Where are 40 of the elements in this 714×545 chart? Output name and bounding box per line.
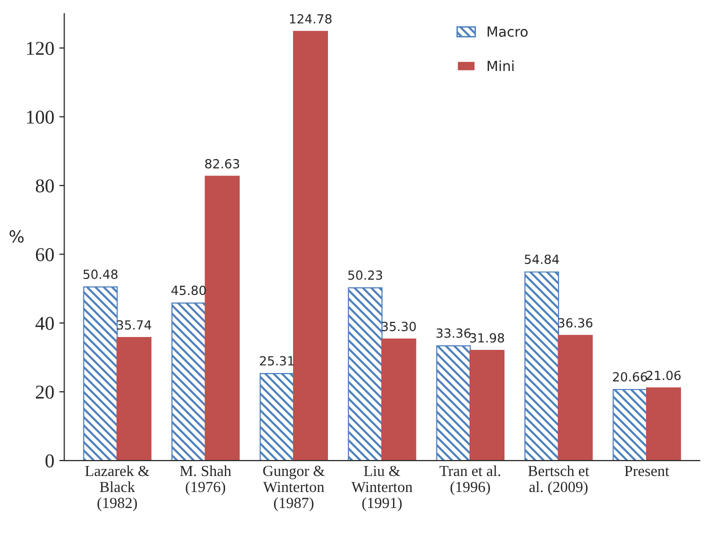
x-tick-label: Lazarek & Black (1982) [85,465,150,512]
data-label: 82.63 [205,159,240,168]
data-label: 33.36 [436,328,471,338]
bar [381,338,416,461]
bar [204,176,240,461]
x-tick-label: Tran et al. (1996) [440,465,500,496]
y-tick-label: 80 [36,179,54,192]
data-label: 21.06 [646,370,681,380]
y-axis-title: % [10,230,24,243]
x-tick-label: Present [624,466,670,476]
x-tick-label: M. Shah (1976) [180,465,232,496]
y-tick-label: 40 [35,316,54,330]
bar [646,387,681,461]
x-tick-label: Bertsch et al. (2009) [528,465,590,496]
x-tick-label: Gungor & Winterton (1987) [263,466,325,512]
bar [436,345,471,461]
y-tick-label: 20 [36,386,54,399]
y-tick-label: 0 [46,454,54,468]
data-label: 50.48 [84,270,118,280]
bar [116,336,152,461]
bar [558,334,593,461]
bar [470,350,504,461]
bar [348,287,383,461]
bar [293,30,328,461]
bar [524,271,560,461]
data-label: 31.98 [470,333,504,343]
y-tick-label: 120 [27,42,54,55]
bar [260,372,294,461]
bar [83,286,118,461]
legend-label: Mini [488,60,514,71]
bar [171,302,206,461]
data-label: 54.84 [524,254,559,264]
y-tick-label: 60 [36,248,54,262]
data-label: 20.66 [613,372,648,382]
bar [612,388,648,461]
data-label: 124.78 [290,14,332,24]
data-label: 50.23 [348,270,382,280]
legend-label: Macro [488,26,528,37]
y-tick-label: 100 [27,110,54,124]
x-tick-label: Liu & Winterton (1991) [351,466,412,512]
